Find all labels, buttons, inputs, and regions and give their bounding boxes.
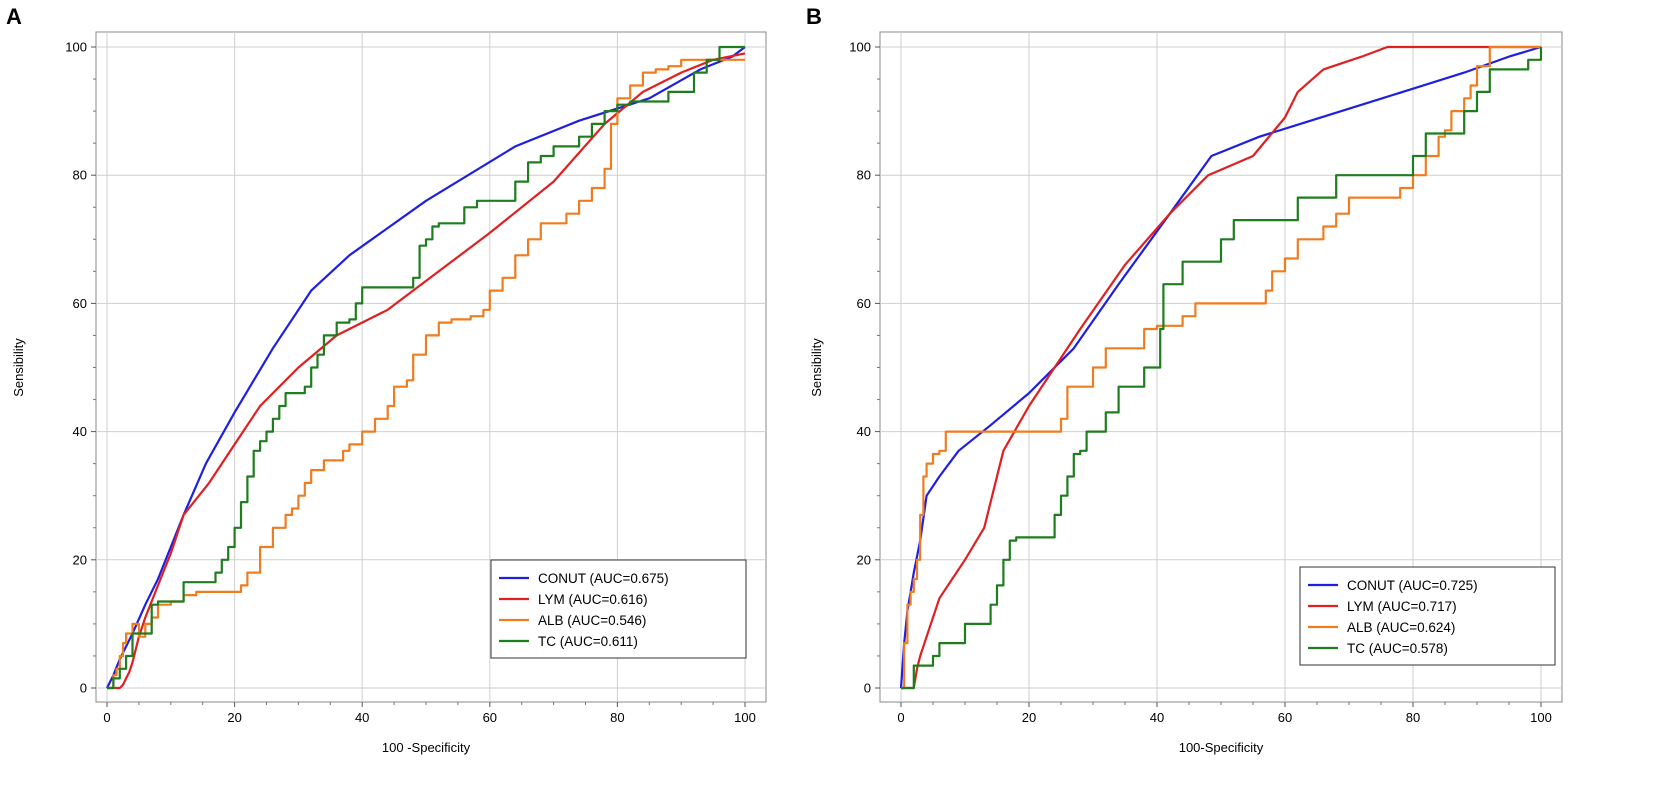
legend-label: LYM (AUC=0.717) [1347,599,1457,614]
x-tick-label: 0 [897,710,904,725]
chart-panel-a: 0 20 40 60 80 100 0 20 40 60 80 100 100 -Specificity… [11,31,767,755]
x-tick-label: 60 [483,710,497,725]
y-tick-label: 100 [849,40,871,55]
y-axis-label: Sensibility [11,338,26,397]
series-line-tc [901,47,1543,690]
y-tick-label: 0 [864,681,871,696]
y-tick-label: 20 [73,552,87,567]
legend: CONUT (AUC=0.675) LYM (AUC=0.616) ALB (AUC… [490,559,747,659]
y-tick-label: 60 [73,296,87,311]
y-tick-label: 100 [65,40,87,55]
x-axis-label: 100 -Specificity [382,740,471,755]
x-tick-label: 100 [1530,710,1552,725]
series-line-lym [901,45,1541,690]
x-tick-label: 40 [355,710,369,725]
panel-a-letter: A [6,4,22,29]
y-tick-label: 40 [857,424,871,439]
x-tick-label: 80 [1406,710,1420,725]
x-tick-label: 80 [610,710,624,725]
legend-label: ALB (AUC=0.624) [1347,620,1455,635]
legend-label: TC (AUC=0.578) [1347,641,1448,656]
legend-box [1299,566,1556,666]
chart-panel-b: 0 20 40 60 80 100 0 20 40 60 80 100 100-Specificity S… [809,31,1563,755]
x-tick-label: 60 [1278,710,1292,725]
y-tick-label: 0 [80,681,87,696]
y-axis-label: Sensibility [809,338,824,397]
legend-label: LYM (AUC=0.616) [538,592,648,607]
x-tick-label: 40 [1150,710,1164,725]
y-tick-label: 60 [857,296,871,311]
y-tick-label: 20 [857,552,871,567]
legend-label: TC (AUC=0.611) [538,634,638,649]
x-tick-label: 20 [227,710,241,725]
legend-label: CONUT (AUC=0.675) [538,571,669,586]
legend-box [490,559,747,659]
legend: CONUT (AUC=0.725) LYM (AUC=0.717) ALB (AUC… [1299,566,1556,666]
legend-label: ALB (AUC=0.546) [538,613,646,628]
x-tick-label: 100 [734,710,756,725]
legend-label: CONUT (AUC=0.725) [1347,578,1478,593]
y-tick-label: 40 [73,424,87,439]
series-line-alb [107,58,745,690]
x-axis-label: 100-Specificity [1179,740,1264,755]
x-tick-label: 20 [1022,710,1036,725]
series-line-alb [901,45,1541,690]
y-tick-label: 80 [73,168,87,183]
y-tick-label: 80 [857,168,871,183]
panel-b-letter: B [806,4,822,29]
x-tick-label: 0 [103,710,110,725]
series-line-tc [107,45,745,690]
